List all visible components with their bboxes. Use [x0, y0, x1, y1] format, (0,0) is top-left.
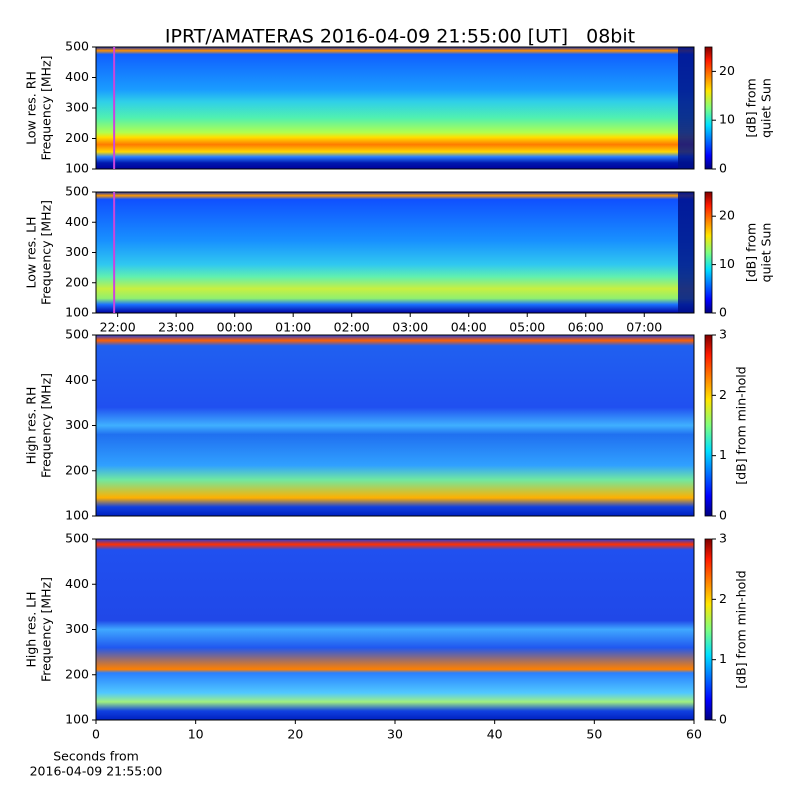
y-axis-label: Frequency [MHz] — [39, 373, 54, 478]
colorbar — [704, 46, 713, 170]
colorbar-tick-label: 0 — [719, 712, 727, 727]
y-tick-label: 500 — [65, 327, 89, 342]
colorbar-tick-label: 1 — [719, 447, 727, 462]
colorbar-label: [dB] from min-hold — [734, 366, 749, 484]
x-axis-label: Seconds from — [53, 749, 139, 764]
y-tick-label: 200 — [65, 666, 89, 681]
spectrogram-edge — [678, 192, 694, 313]
x-tick-label: 10 — [188, 727, 204, 742]
x-tick-label: 03:00 — [392, 320, 428, 335]
colorbar-label: [dB] from — [744, 223, 759, 282]
x-tick-label: 60 — [686, 727, 702, 742]
colorbar-tick-label: 0 — [719, 305, 727, 320]
x-tick-label: 40 — [487, 727, 503, 742]
colorbar-tick-label: 3 — [719, 327, 727, 342]
colorbar-tick-label: 2 — [719, 591, 727, 606]
x-tick-label: 0 — [92, 727, 100, 742]
x-tick-label: 30 — [387, 727, 403, 742]
y-tick-label: 500 — [65, 184, 89, 199]
colorbar-label: [dB] from — [744, 78, 759, 137]
x-tick-label: 00:00 — [217, 320, 253, 335]
y-tick-label: 400 — [65, 214, 89, 229]
y-tick-label: 200 — [65, 274, 89, 289]
spectrogram — [96, 539, 694, 720]
y-tick-label: 300 — [65, 621, 89, 636]
x-tick-label: 07:00 — [626, 320, 662, 335]
x-tick-label: 04:00 — [451, 320, 487, 335]
y-axis-label: Low res. LH — [24, 217, 39, 289]
x-tick-label: 01:00 — [275, 320, 311, 335]
y-tick-label: 100 — [65, 508, 89, 523]
colorbar-tick-label: 20 — [719, 208, 735, 223]
x-axis-label: 2016-04-09 21:55:00 — [30, 764, 163, 779]
colorbar-tick-label: 3 — [719, 531, 727, 546]
x-tick-label: 50 — [586, 727, 602, 742]
y-axis-label: Frequency [MHz] — [39, 577, 54, 682]
y-axis-label: Frequency [MHz] — [39, 55, 54, 160]
x-tick-label: 20 — [287, 727, 303, 742]
colorbar-label: quiet Sun — [759, 78, 774, 138]
y-tick-label: 400 — [65, 576, 89, 591]
x-tick-label: 02:00 — [334, 320, 370, 335]
y-axis-label: High res. RH — [24, 387, 39, 465]
y-axis-label: Frequency [MHz] — [39, 200, 54, 305]
spectrogram — [96, 47, 694, 169]
chart-title: IPRT/AMATERAS 2016-04-09 21:55:00 [UT] 0… — [165, 26, 635, 48]
x-tick-label: 05:00 — [509, 320, 545, 335]
y-tick-label: 200 — [65, 462, 89, 477]
colorbar-tick-label: 0 — [719, 161, 727, 176]
y-axis-label: High res. LH — [24, 591, 39, 667]
spectrogram — [96, 335, 694, 516]
y-tick-label: 400 — [65, 372, 89, 387]
colorbar-tick-label: 2 — [719, 387, 727, 402]
y-tick-label: 400 — [65, 69, 89, 84]
colorbar — [704, 191, 713, 314]
colorbar-tick-label: 10 — [719, 256, 735, 271]
y-tick-label: 100 — [65, 712, 89, 727]
x-tick-label: 06:00 — [568, 320, 604, 335]
y-tick-label: 300 — [65, 100, 89, 115]
spectrogram-edge — [678, 47, 694, 169]
y-tick-label: 100 — [65, 161, 89, 176]
y-tick-label: 100 — [65, 305, 89, 320]
spectrogram — [96, 192, 694, 313]
y-tick-label: 300 — [65, 417, 89, 432]
colorbar-tick-label: 20 — [719, 63, 735, 78]
y-tick-label: 500 — [65, 39, 89, 54]
colorbar-label: [dB] from min-hold — [734, 570, 749, 688]
colorbar — [704, 334, 713, 517]
colorbar-tick-label: 10 — [719, 112, 735, 127]
colorbar — [704, 538, 713, 721]
y-tick-label: 300 — [65, 244, 89, 259]
colorbar-tick-label: 0 — [719, 508, 727, 523]
y-axis-label: Low res. RH — [24, 71, 39, 145]
colorbar-label: quiet Sun — [759, 223, 774, 283]
y-tick-label: 500 — [65, 531, 89, 546]
y-tick-label: 200 — [65, 130, 89, 145]
colorbar-tick-label: 1 — [719, 651, 727, 666]
x-tick-label: 23:00 — [158, 320, 194, 335]
x-tick-label: 22:00 — [100, 320, 136, 335]
